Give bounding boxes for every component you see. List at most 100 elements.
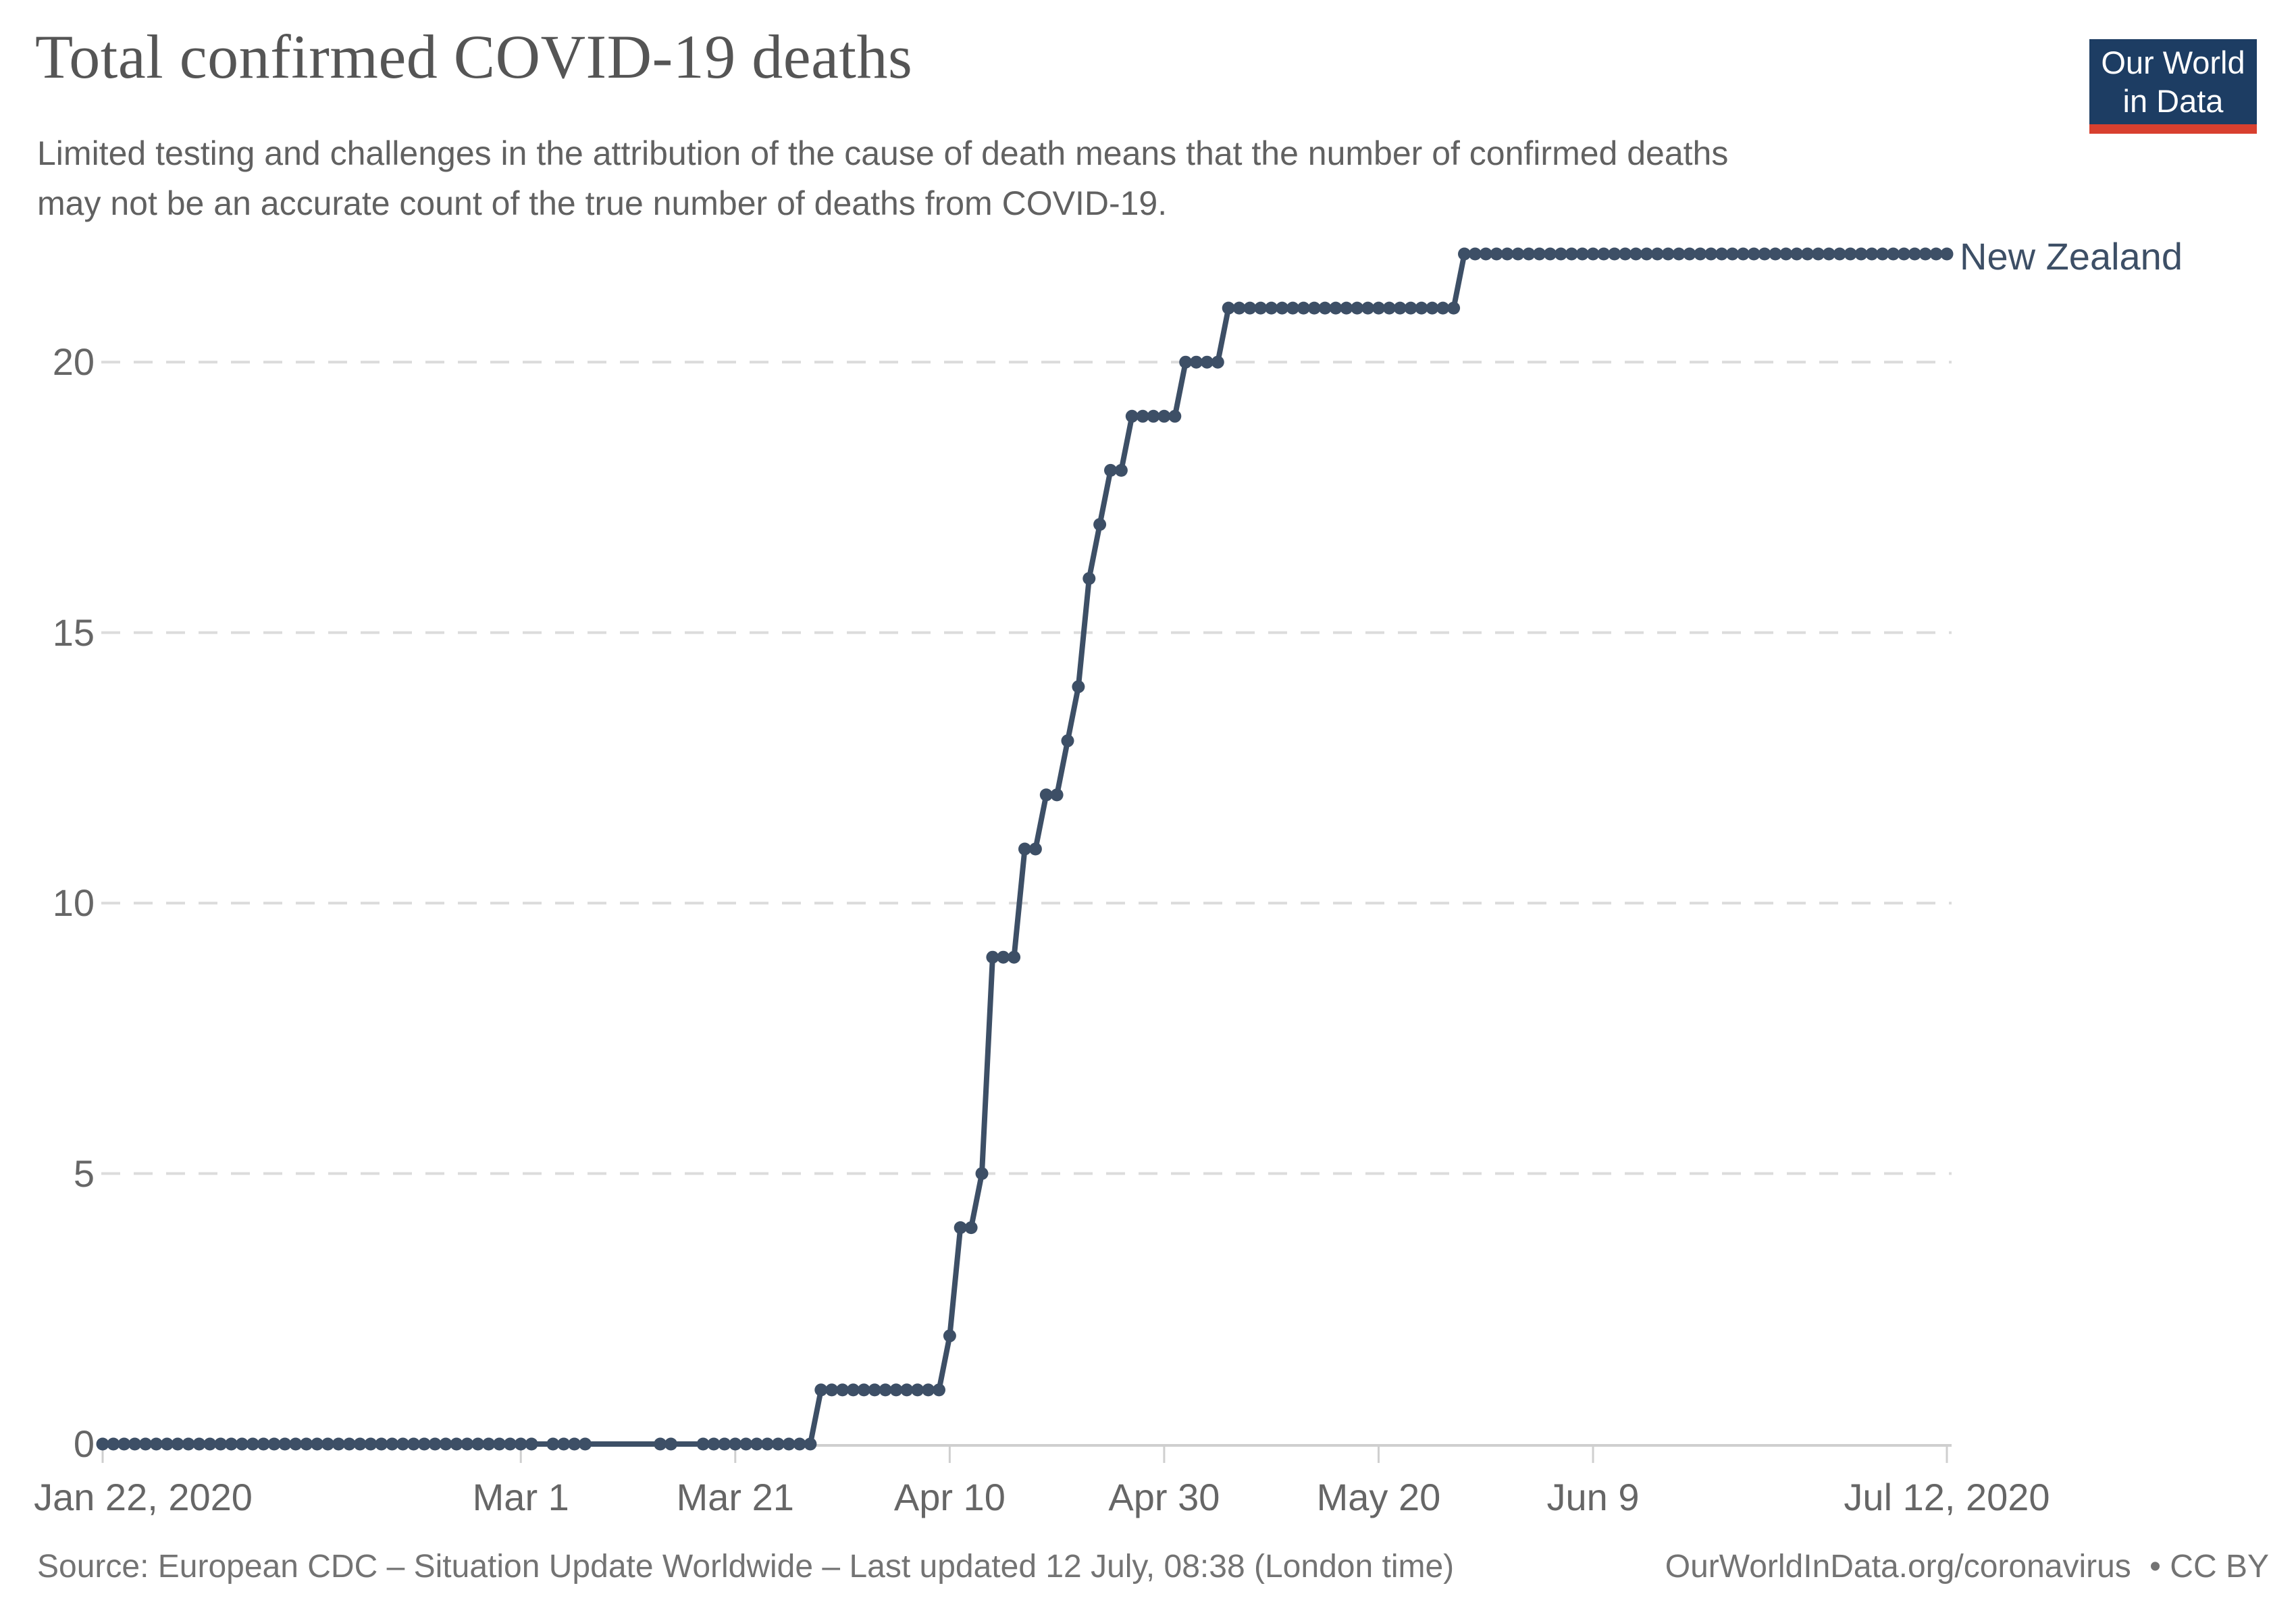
data-point[interactable] bbox=[182, 1437, 195, 1451]
data-point[interactable] bbox=[1940, 247, 1954, 261]
data-point[interactable] bbox=[1382, 301, 1396, 315]
data-point[interactable] bbox=[417, 1437, 431, 1451]
data-point[interactable] bbox=[493, 1437, 506, 1451]
data-point[interactable] bbox=[1736, 247, 1750, 261]
data-point[interactable] bbox=[471, 1437, 485, 1451]
data-point[interactable] bbox=[1586, 247, 1600, 261]
data-point[interactable] bbox=[278, 1437, 292, 1451]
data-point[interactable] bbox=[267, 1437, 281, 1451]
data-point[interactable] bbox=[1307, 301, 1321, 315]
data-point[interactable] bbox=[1254, 301, 1268, 315]
data-point[interactable] bbox=[707, 1437, 721, 1451]
data-point[interactable] bbox=[922, 1383, 935, 1397]
data-point[interactable] bbox=[1747, 247, 1760, 261]
data-point[interactable] bbox=[1511, 247, 1525, 261]
data-point[interactable] bbox=[96, 1437, 109, 1451]
data-point[interactable] bbox=[975, 1167, 989, 1180]
data-point[interactable] bbox=[1554, 247, 1567, 261]
data-point[interactable] bbox=[1125, 409, 1139, 423]
data-point[interactable] bbox=[986, 950, 999, 964]
data-point[interactable] bbox=[1404, 301, 1417, 315]
data-point[interactable] bbox=[654, 1437, 667, 1451]
data-point[interactable] bbox=[1147, 409, 1160, 423]
data-point[interactable] bbox=[1779, 247, 1793, 261]
data-point[interactable] bbox=[793, 1437, 806, 1451]
data-point[interactable] bbox=[214, 1437, 228, 1451]
data-point[interactable] bbox=[439, 1437, 452, 1451]
data-point[interactable] bbox=[1758, 247, 1771, 261]
data-point[interactable] bbox=[364, 1437, 377, 1451]
data-point[interactable] bbox=[1243, 301, 1257, 315]
data-point[interactable] bbox=[868, 1383, 881, 1397]
data-point[interactable] bbox=[1898, 247, 1910, 261]
data-point[interactable] bbox=[1361, 301, 1375, 315]
data-point[interactable] bbox=[1715, 247, 1729, 261]
data-point[interactable] bbox=[257, 1437, 270, 1451]
data-point[interactable] bbox=[1629, 247, 1642, 261]
data-point[interactable] bbox=[1865, 247, 1879, 261]
data-point[interactable] bbox=[825, 1383, 839, 1397]
data-point[interactable] bbox=[964, 1221, 978, 1235]
data-point[interactable] bbox=[1844, 247, 1857, 261]
data-point[interactable] bbox=[1426, 301, 1439, 315]
data-point[interactable] bbox=[1050, 788, 1064, 802]
data-point[interactable] bbox=[107, 1437, 120, 1451]
data-point[interactable] bbox=[1672, 247, 1686, 261]
owid-link[interactable]: OurWorldInData.org/coronavirus bbox=[1665, 1549, 2131, 1585]
data-point[interactable] bbox=[729, 1437, 742, 1451]
data-point[interactable] bbox=[450, 1437, 463, 1451]
data-point[interactable] bbox=[1468, 247, 1482, 261]
data-point[interactable] bbox=[1318, 301, 1332, 315]
data-point[interactable] bbox=[557, 1437, 571, 1451]
data-point[interactable] bbox=[750, 1437, 764, 1451]
data-point[interactable] bbox=[1929, 247, 1943, 261]
data-point[interactable] bbox=[1661, 247, 1675, 261]
data-point[interactable] bbox=[428, 1437, 442, 1451]
data-point[interactable] bbox=[1544, 247, 1557, 261]
data-point[interactable] bbox=[1436, 301, 1450, 315]
data-point[interactable] bbox=[1822, 247, 1835, 261]
data-point[interactable] bbox=[1650, 247, 1664, 261]
data-point[interactable] bbox=[1093, 518, 1107, 531]
data-point[interactable] bbox=[1018, 842, 1031, 856]
data-point[interactable] bbox=[1297, 301, 1310, 315]
data-point[interactable] bbox=[1575, 247, 1589, 261]
data-point[interactable] bbox=[847, 1383, 860, 1397]
data-point[interactable] bbox=[482, 1437, 496, 1451]
data-point[interactable] bbox=[900, 1383, 914, 1397]
data-point[interactable] bbox=[1179, 355, 1193, 369]
data-point[interactable] bbox=[332, 1437, 345, 1451]
data-point[interactable] bbox=[1276, 301, 1289, 315]
data-point[interactable] bbox=[1372, 301, 1385, 315]
data-point[interactable] bbox=[1008, 950, 1021, 964]
data-point[interactable] bbox=[1211, 355, 1224, 369]
data-point[interactable] bbox=[514, 1437, 527, 1451]
data-point[interactable] bbox=[1232, 301, 1246, 315]
data-point[interactable] bbox=[1190, 355, 1203, 369]
data-point[interactable] bbox=[857, 1383, 870, 1397]
data-point[interactable] bbox=[1790, 247, 1804, 261]
data-point[interactable] bbox=[1072, 680, 1085, 694]
data-point[interactable] bbox=[1114, 463, 1128, 477]
data-point[interactable] bbox=[1887, 247, 1900, 261]
data-point[interactable] bbox=[933, 1383, 945, 1397]
data-point[interactable] bbox=[1061, 734, 1074, 748]
data-point[interactable] bbox=[1200, 355, 1214, 369]
data-point[interactable] bbox=[1608, 247, 1621, 261]
data-point[interactable] bbox=[1222, 301, 1235, 315]
data-point[interactable] bbox=[1619, 247, 1632, 261]
data-point[interactable] bbox=[943, 1329, 956, 1343]
data-point[interactable] bbox=[128, 1437, 142, 1451]
data-point[interactable] bbox=[1854, 247, 1868, 261]
data-point[interactable] bbox=[160, 1437, 174, 1451]
data-point[interactable] bbox=[1522, 247, 1536, 261]
data-point[interactable] bbox=[546, 1437, 560, 1451]
data-point[interactable] bbox=[225, 1437, 238, 1451]
data-point[interactable] bbox=[235, 1437, 249, 1451]
data-point[interactable] bbox=[1533, 247, 1546, 261]
data-point[interactable] bbox=[342, 1437, 356, 1451]
data-point[interactable] bbox=[1908, 247, 1921, 261]
data-point[interactable] bbox=[171, 1437, 184, 1451]
data-point[interactable] bbox=[696, 1437, 710, 1451]
data-point[interactable] bbox=[579, 1437, 592, 1451]
